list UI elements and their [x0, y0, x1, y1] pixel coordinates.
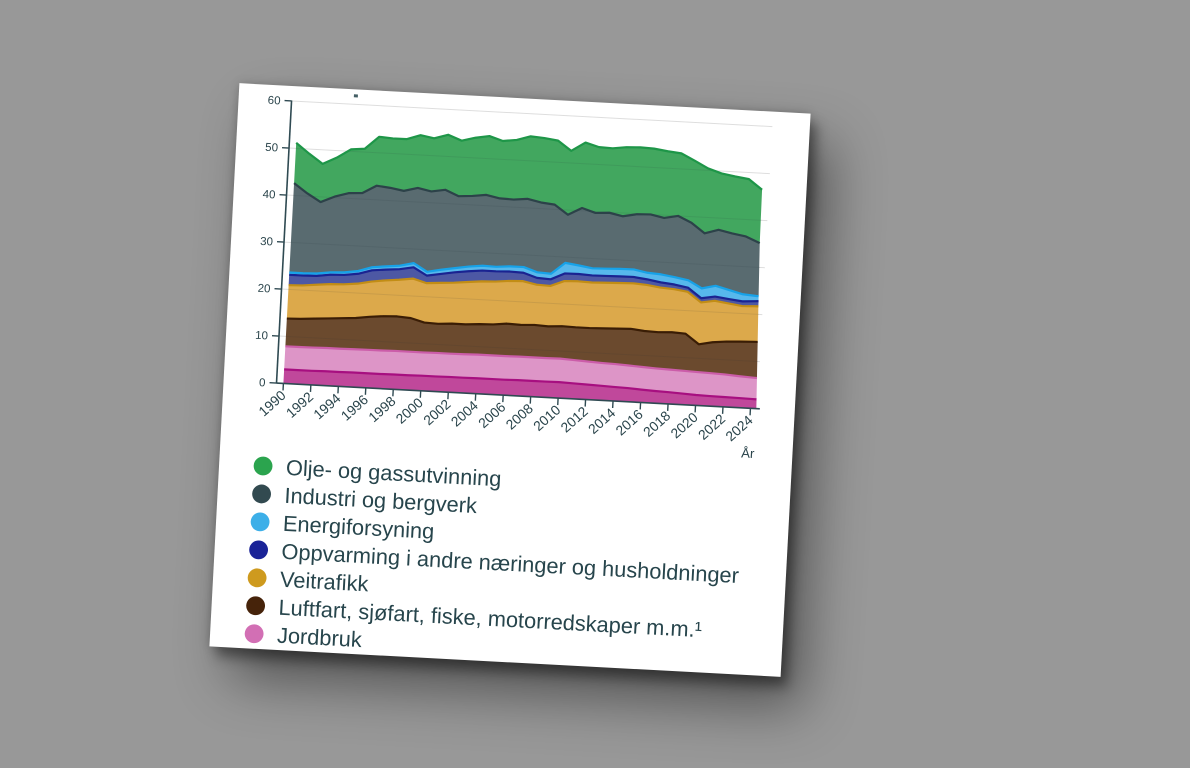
svg-text:2012: 2012	[558, 404, 591, 436]
svg-text:40: 40	[262, 189, 275, 202]
svg-text:60: 60	[267, 95, 280, 108]
svg-text:2006: 2006	[476, 399, 509, 431]
svg-text:2022: 2022	[695, 411, 728, 443]
svg-text:2020: 2020	[668, 409, 701, 441]
svg-text:2024: 2024	[723, 412, 756, 444]
svg-text:1990: 1990	[256, 387, 289, 419]
svg-text:10: 10	[255, 330, 268, 343]
svg-text:2016: 2016	[613, 406, 646, 438]
svg-text:2000: 2000	[393, 395, 426, 427]
svg-text:2002: 2002	[421, 396, 454, 428]
svg-text:2008: 2008	[503, 401, 536, 433]
svg-text:1994: 1994	[311, 390, 344, 422]
svg-text:Energiforsyning: Energiforsyning	[282, 511, 435, 544]
svg-text:2014: 2014	[585, 405, 618, 437]
svg-text:2004: 2004	[448, 398, 481, 430]
svg-text:Veitrafikk: Veitrafikk	[279, 567, 369, 597]
svg-text:20: 20	[257, 283, 270, 296]
svg-text:1996: 1996	[338, 392, 371, 424]
svg-text:30: 30	[260, 236, 273, 249]
svg-text:50: 50	[265, 142, 278, 155]
svg-text:0: 0	[259, 377, 266, 389]
svg-text:År: År	[741, 445, 756, 461]
svg-text:Jordbruk: Jordbruk	[276, 623, 362, 652]
svg-text:1992: 1992	[283, 389, 316, 421]
svg-text:1998: 1998	[366, 393, 399, 425]
svg-text:2018: 2018	[640, 408, 673, 440]
svg-text:2010: 2010	[530, 402, 563, 434]
